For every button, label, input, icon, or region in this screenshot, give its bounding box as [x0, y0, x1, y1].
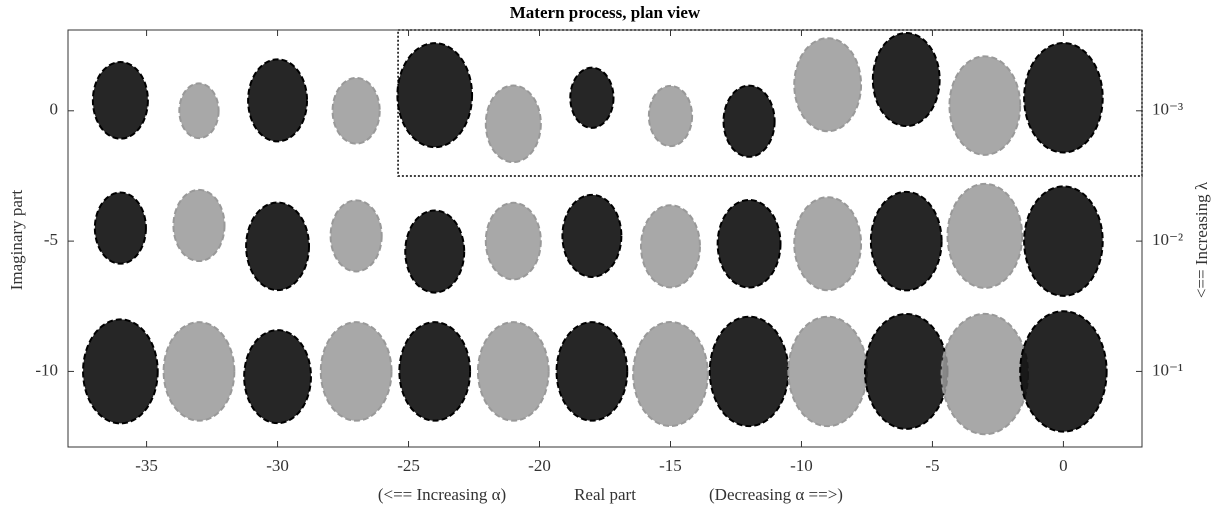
trajectory [863, 312, 949, 430]
trajectory [93, 191, 147, 265]
trajectory [946, 182, 1024, 289]
trajectory [82, 318, 159, 425]
trajectory [476, 321, 550, 422]
x-label-left: (<== Increasing α) [378, 485, 506, 504]
x-tick-label: -30 [266, 456, 289, 475]
x-label-right: (Decreasing α ==>) [709, 485, 843, 504]
trajectory [793, 196, 863, 292]
trajectory [329, 199, 383, 273]
y-axis-label: Imaginary part [7, 189, 26, 290]
trajectory [569, 66, 615, 129]
trajectory [484, 201, 542, 281]
y-tick-label: -10 [35, 360, 58, 379]
trajectory [172, 188, 226, 263]
trajectory [640, 204, 701, 289]
trajectory [319, 321, 393, 422]
trajectory [716, 198, 782, 289]
y2-tick-label: 10⁻³ [1152, 100, 1183, 119]
trajectory [162, 321, 236, 422]
x-tick-label: -5 [925, 456, 939, 475]
x-tick-label: -10 [790, 456, 813, 475]
y-tick-label: 0 [50, 100, 59, 119]
trajectory [398, 321, 472, 422]
x-tick-label: -15 [659, 456, 682, 475]
trajectory [404, 209, 466, 294]
y2-tick-label: 10⁻¹ [1152, 360, 1183, 379]
trajectory [243, 329, 312, 425]
y2-axis-label: <== Increasing λ [1192, 181, 1211, 298]
plot-frame [67, 29, 1143, 448]
y-tick-label: -5 [44, 230, 58, 249]
trajectory [869, 190, 943, 292]
trajectory [793, 37, 863, 133]
trajectory [91, 61, 149, 140]
trajectory [647, 84, 694, 148]
x-tick-label: -25 [397, 456, 420, 475]
trajectory [484, 84, 542, 164]
trajectory [331, 76, 381, 145]
x-tick-label: -20 [528, 456, 551, 475]
x-axis-label: Real part [574, 485, 636, 504]
trajectory [632, 321, 709, 428]
trajectory [178, 82, 220, 140]
x-tick-label: 0 [1059, 456, 1068, 475]
trajectory [722, 84, 776, 158]
trajectory [871, 31, 941, 128]
trajectory [948, 55, 1022, 156]
trajectory [1023, 42, 1104, 154]
trajectory [940, 312, 1030, 436]
trajectory [1023, 185, 1104, 297]
trajectory [708, 315, 790, 428]
trajectory [247, 58, 309, 143]
trajectory [1019, 310, 1108, 433]
trajectory [245, 201, 310, 292]
y2-tick-label: 10⁻² [1152, 230, 1183, 249]
trajectory [561, 193, 623, 278]
trajectory [555, 321, 629, 422]
chart-title: Matern process, plan view [510, 3, 701, 22]
trajectory [396, 42, 474, 149]
x-tick-label: -35 [135, 456, 158, 475]
trajectory [787, 315, 868, 428]
